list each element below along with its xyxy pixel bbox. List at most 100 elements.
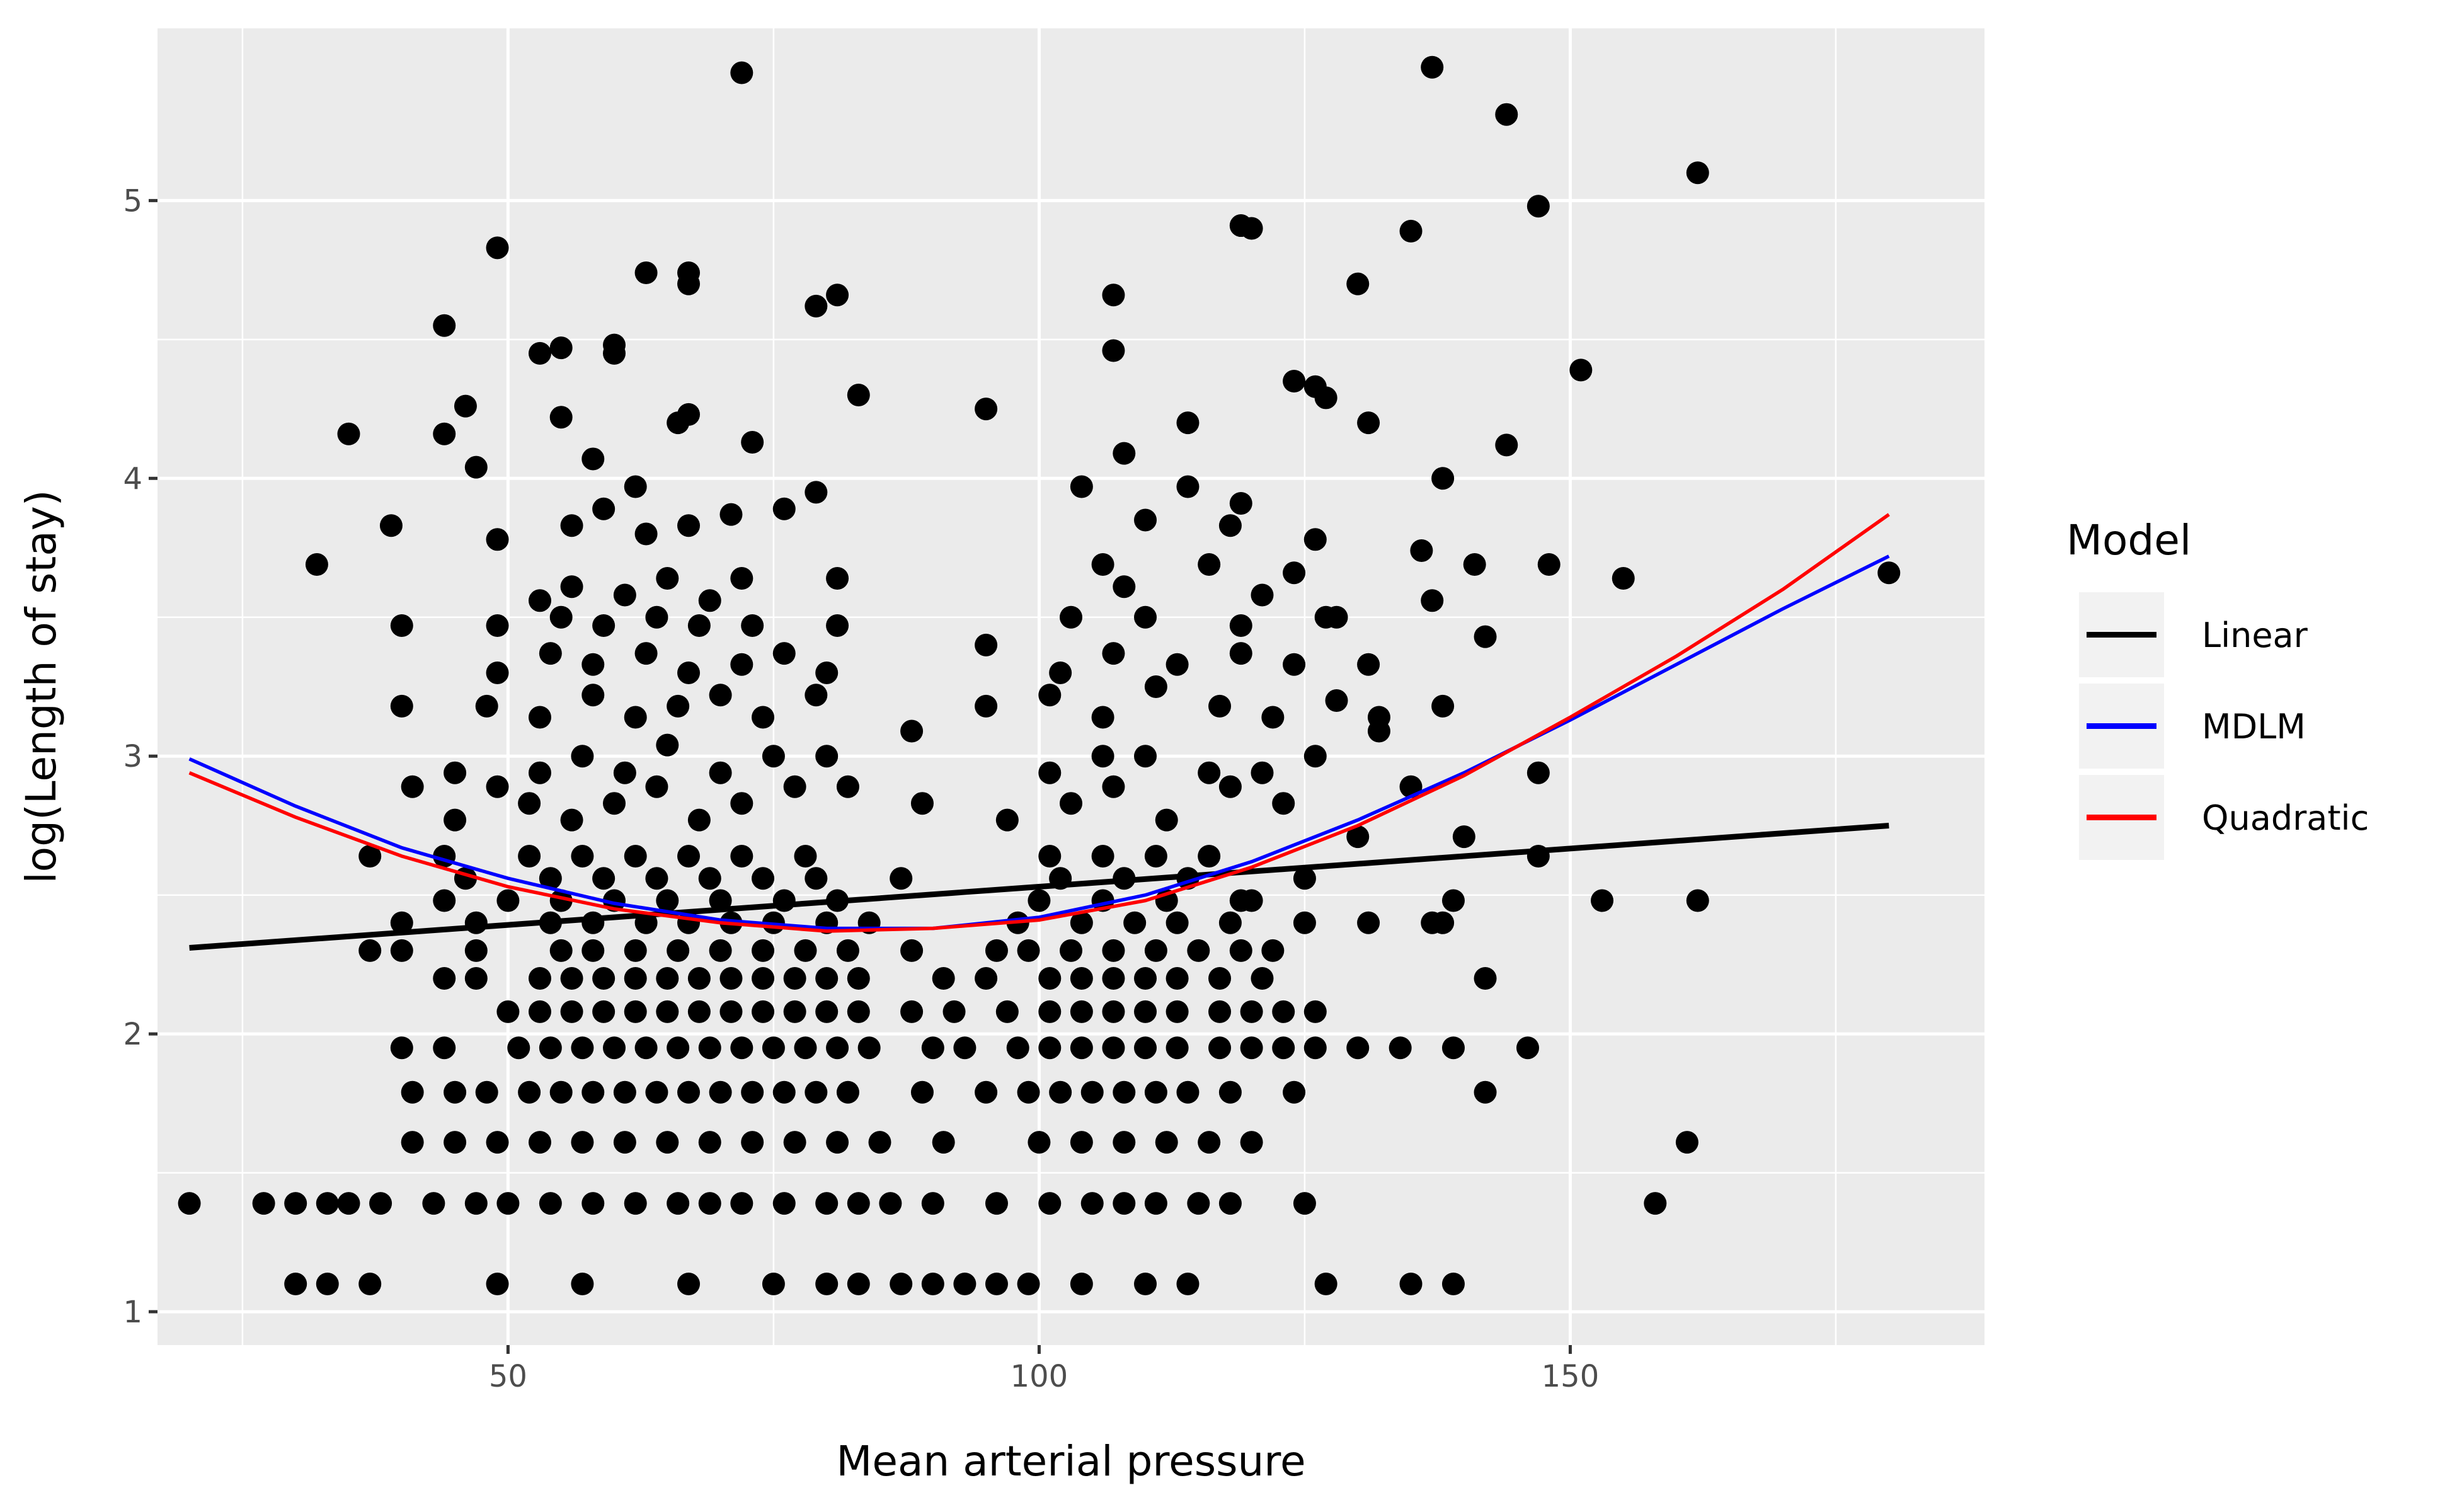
data-point: [1251, 966, 1274, 990]
data-point: [677, 844, 701, 868]
data-point: [1134, 605, 1157, 629]
data-point: [1102, 775, 1125, 798]
data-point: [932, 966, 955, 990]
data-point: [1261, 939, 1285, 962]
data-point: [560, 966, 583, 990]
data-point: [953, 1272, 976, 1295]
data-point: [486, 614, 509, 637]
data-point: [805, 294, 828, 318]
data-point: [836, 775, 859, 798]
data-point: [528, 706, 551, 729]
data-point: [847, 1192, 870, 1215]
fit-lines: [188, 513, 1890, 951]
data-point: [826, 1036, 849, 1060]
data-point: [868, 1131, 891, 1154]
data-point: [698, 867, 721, 890]
data-point: [486, 775, 509, 798]
data-point: [433, 314, 456, 337]
data-point: [571, 1131, 594, 1154]
data-point: [1283, 653, 1306, 676]
data-point: [805, 867, 828, 890]
data-point: [1346, 825, 1370, 849]
data-point: [486, 661, 509, 684]
data-point: [677, 403, 701, 426]
data-point: [1283, 561, 1306, 585]
data-point: [900, 719, 924, 743]
data-point: [847, 384, 870, 407]
data-point: [1431, 467, 1455, 490]
data-point: [921, 1272, 944, 1295]
data-point: [1240, 889, 1263, 912]
data-point: [1134, 508, 1157, 532]
data-point: [305, 553, 328, 576]
data-point: [656, 889, 679, 912]
data-point: [1113, 1131, 1136, 1154]
data-point: [581, 447, 605, 471]
data-point: [687, 966, 711, 990]
data-point: [900, 1000, 924, 1023]
data-point: [252, 1192, 275, 1215]
data-point: [985, 1272, 1008, 1295]
data-point: [1166, 1000, 1189, 1023]
data-point: [528, 1000, 551, 1023]
data-point: [1102, 339, 1125, 362]
data-point: [709, 939, 732, 962]
data-point: [1357, 411, 1380, 435]
data-point: [1431, 911, 1455, 934]
data-point: [571, 745, 594, 768]
data-point: [730, 844, 753, 868]
data-point: [1091, 553, 1114, 576]
data-point: [1240, 1131, 1263, 1154]
data-point: [444, 1080, 467, 1104]
data-point: [528, 966, 551, 990]
data-point: [975, 633, 998, 656]
data-point: [709, 1080, 732, 1104]
data-point: [1038, 1036, 1062, 1060]
data-point: [815, 1000, 839, 1023]
data-point: [921, 1192, 944, 1215]
data-point: [358, 1272, 382, 1295]
data-point: [752, 966, 775, 990]
data-point: [847, 1000, 870, 1023]
data-point: [942, 1000, 966, 1023]
data-point: [1102, 939, 1125, 962]
data-point: [444, 808, 467, 832]
data-point: [794, 1036, 817, 1060]
data-point: [603, 1036, 626, 1060]
data-point: [805, 684, 828, 707]
data-point: [1091, 745, 1114, 768]
data-point: [1526, 761, 1550, 784]
data-point: [1293, 1192, 1316, 1215]
data-point: [624, 844, 647, 868]
legend-label-quadratic: Quadratic: [2202, 798, 2369, 838]
data-point: [932, 1131, 955, 1154]
data-point: [539, 1192, 562, 1215]
data-point: [1526, 195, 1550, 218]
data-point: [645, 605, 668, 629]
data-point: [656, 733, 679, 757]
data-point: [1218, 1192, 1242, 1215]
data-point: [953, 1036, 976, 1060]
data-point: [464, 939, 488, 962]
data-point: [1102, 1000, 1125, 1023]
data-point: [1495, 433, 1518, 457]
data-point: [464, 455, 488, 479]
x-tick-label: 100: [1011, 1359, 1068, 1394]
data-point: [1070, 911, 1093, 934]
data-point: [730, 567, 753, 590]
data-point: [836, 939, 859, 962]
data-point: [581, 911, 605, 934]
data-point: [1070, 1000, 1093, 1023]
data-point: [709, 761, 732, 784]
data-point: [401, 1131, 424, 1154]
data-point: [1155, 808, 1178, 832]
y-tick-label: 4: [123, 461, 142, 496]
data-point: [1367, 706, 1390, 729]
data-point: [1283, 1080, 1306, 1104]
data-point: [1134, 745, 1157, 768]
data-point: [1272, 1036, 1295, 1060]
data-point: [1187, 1192, 1210, 1215]
data-point: [826, 284, 849, 307]
data-point: [433, 1036, 456, 1060]
data-point: [741, 1080, 764, 1104]
